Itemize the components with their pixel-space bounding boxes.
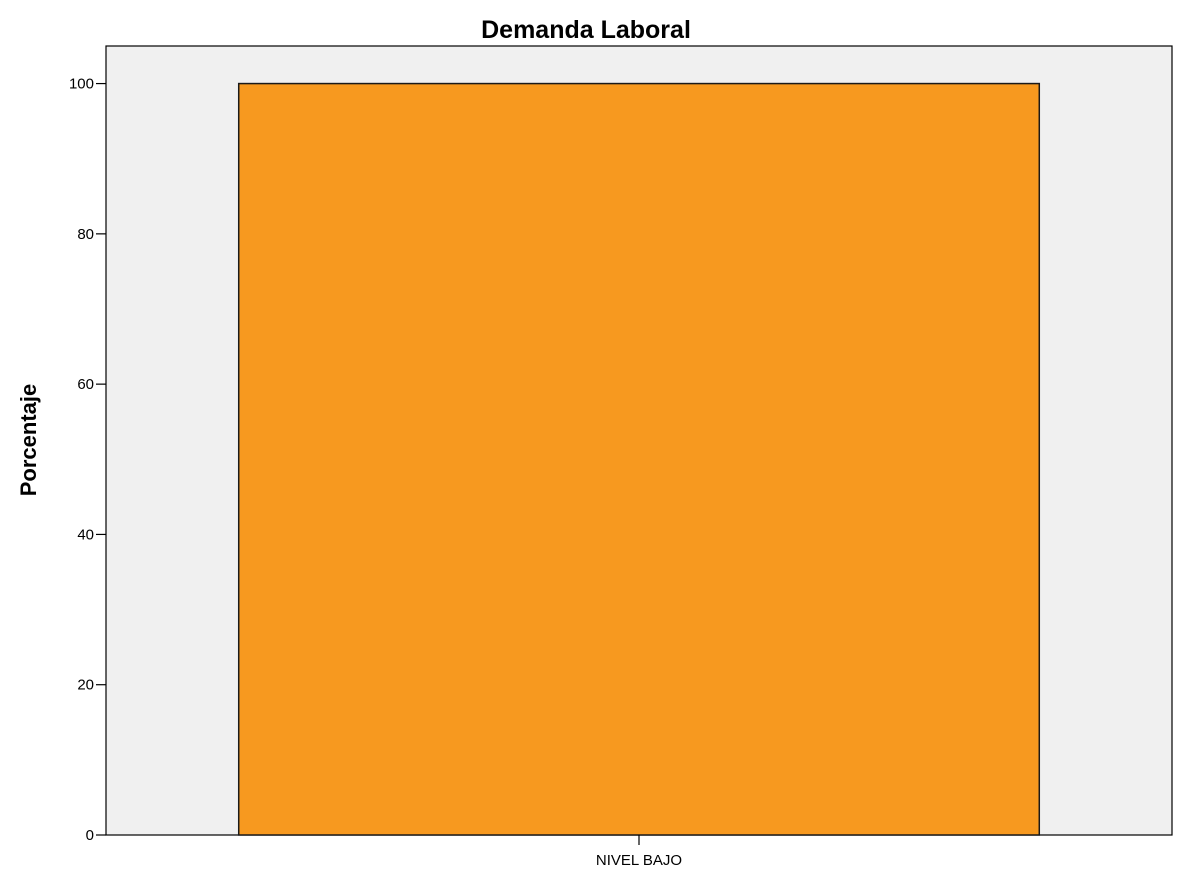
y-axis: 0 20 40 60 80 100: [69, 76, 106, 844]
x-axis: NIVEL BAJO: [596, 835, 682, 869]
y-tick-label: 40: [77, 526, 94, 543]
y-tick-label: 80: [77, 226, 94, 243]
bars-group: [237, 82, 1041, 836]
y-axis-title: Porcentaje: [16, 384, 41, 497]
chart-title: Demanda Laboral: [481, 16, 691, 44]
y-tick-label: 0: [86, 827, 94, 844]
y-tick-label: 100: [69, 76, 94, 93]
y-tick-label: 20: [77, 677, 94, 694]
x-tick-label: NIVEL BAJO: [596, 852, 682, 869]
bar-nivel-bajo: [237, 82, 1041, 836]
y-tick-label: 60: [77, 376, 94, 393]
